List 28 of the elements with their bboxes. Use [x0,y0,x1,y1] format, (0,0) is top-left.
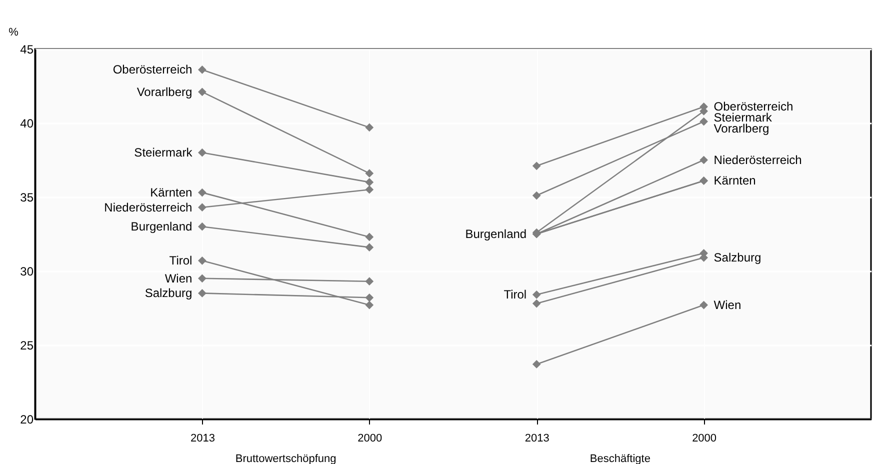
text: Bruttowertschöpfung [235,453,336,464]
y-tick-label: 25 [20,338,34,352]
series-label: Wien [714,298,742,312]
series-label: Burgenland [465,227,527,241]
y-tick-label: 45 [20,42,34,56]
text: Tirol [169,254,192,268]
text: Burgenland [130,220,192,234]
series-label: Steiermark [134,146,194,160]
series-label: Niederösterreich [714,153,802,167]
series-label: Vorarlberg [136,84,192,99]
y-tick-label: 35 [20,190,34,204]
text: Oberösterreich [112,62,192,77]
text: Salzburg [144,286,192,300]
text: Wien [164,271,192,286]
x-tick-label: 2013 [190,432,215,444]
series-label: Kärnten [714,174,756,188]
text: Beschäftigte [590,453,650,464]
x-tick-label: 2000 [358,432,382,444]
x-tick-label: 2013 [524,432,550,444]
series-label: Tirol [504,288,527,302]
series-label: Salzburg [714,250,762,265]
text: Niederösterreich [104,200,192,214]
y-axis-title: % [8,26,19,38]
y-tick-label: 40 [20,116,34,130]
y-tick-label: 20 [20,412,34,426]
y-tick-label: 30 [20,264,34,278]
x-tick-label: 2000 [692,432,717,444]
text: Kärnten [150,186,192,200]
